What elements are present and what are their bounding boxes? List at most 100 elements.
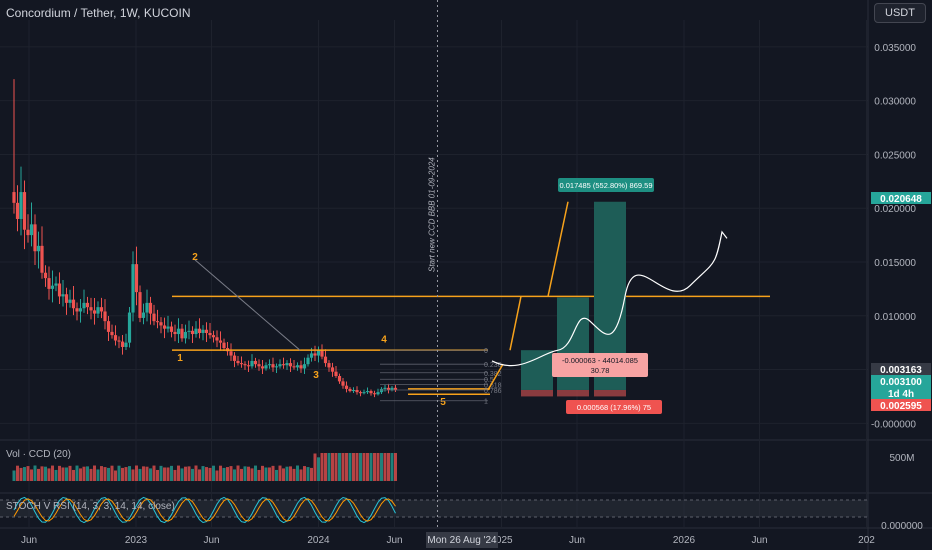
volume-bar: [324, 453, 327, 481]
target-label: 0.017485 (552.80%) 869.59: [558, 178, 654, 192]
stoch-d-line: [13, 498, 396, 522]
volume-bar: [299, 469, 303, 481]
volume-bar: [110, 465, 114, 481]
info-label-text: 30.78: [591, 366, 610, 375]
candle-body: [337, 375, 342, 382]
candle-body: [47, 278, 51, 289]
stop-box: [521, 389, 553, 397]
info-label-bg: [552, 353, 648, 377]
candle-body: [117, 340, 121, 342]
candle-body: [362, 392, 366, 394]
x-tick-label: 2023: [125, 535, 148, 546]
candle-body: [358, 392, 363, 394]
candle-body: [29, 224, 34, 236]
volume-pane-label[interactable]: Vol · CCD (20): [6, 449, 72, 460]
volume-bar: [166, 467, 170, 481]
volume-bar: [26, 466, 30, 481]
candle-body: [344, 385, 349, 389]
candle-body: [96, 307, 100, 314]
fib-label: 1: [484, 399, 488, 406]
stop-label: 0.000568 (17.96%) 75: [566, 400, 662, 414]
volume-bar: [117, 465, 121, 481]
candle-body: [348, 388, 352, 392]
candle-body: [85, 302, 90, 308]
currency-button[interactable]: USDT: [874, 3, 926, 23]
price-tag-text: 1d 4h: [888, 389, 914, 400]
candle-body: [131, 264, 135, 313]
candle-body: [341, 381, 345, 386]
y-tick-label: 0.010000: [874, 312, 916, 323]
candle-body: [208, 332, 212, 336]
y-tick-label: 0.035000: [874, 43, 916, 54]
volume-bar: [229, 466, 233, 481]
candle-body: [15, 202, 20, 219]
stop-box: [594, 389, 626, 397]
volume-bar: [376, 453, 380, 481]
volume-bar: [215, 470, 219, 481]
volume-bar: [40, 466, 44, 481]
price-tag-text: 0.020648: [880, 194, 922, 205]
volume-bar: [250, 468, 254, 481]
volume-bar: [233, 469, 236, 481]
volume-bar: [292, 468, 296, 481]
volume-bar: [198, 469, 201, 481]
candle-body: [369, 391, 373, 394]
target-box: [521, 350, 553, 390]
candle-body: [229, 351, 233, 356]
candle-body: [236, 360, 240, 364]
volume-bar: [334, 453, 338, 481]
candle-body: [323, 356, 328, 364]
volume-bar: [93, 465, 96, 481]
volume-bar: [114, 470, 117, 481]
volume-bar: [30, 469, 33, 481]
volume-bar: [54, 469, 58, 481]
volume-bar: [303, 466, 306, 481]
candle-body: [351, 389, 356, 392]
candle-body: [201, 329, 205, 333]
candle-body: [152, 313, 156, 322]
fib-label: 0.618: [484, 383, 502, 390]
candle-body: [148, 302, 153, 314]
volume-bar: [163, 467, 166, 481]
volume-bar: [348, 453, 352, 481]
candle-body: [103, 311, 107, 322]
volume-bar: [124, 467, 128, 481]
volume-bar: [184, 466, 187, 481]
volume-bar: [380, 453, 383, 481]
candle-body: [89, 307, 93, 311]
candle-body: [33, 224, 37, 252]
candle-body: [246, 365, 251, 367]
candle-body: [372, 393, 377, 395]
stoch-rsi-pane-label[interactable]: STOCH V RSI (14, 3, 3, 14, 14, close): [6, 501, 175, 512]
projection-line: [509, 296, 522, 351]
volume-bar: [254, 465, 257, 481]
volume-bar: [338, 453, 341, 481]
fib-label: 0.382: [484, 371, 502, 378]
x-tick-label: Jun: [386, 535, 402, 546]
candle-body: [292, 366, 296, 368]
volume-bar: [264, 467, 268, 481]
y-tick-label: 0.030000: [874, 97, 916, 108]
symbol-title[interactable]: Concordium / Tether, 1W, KUCOIN: [6, 6, 191, 20]
candle-body: [264, 365, 268, 369]
candle-body: [68, 299, 72, 303]
stoch-axis-label: 0.000000: [881, 521, 923, 532]
volume-bar: [317, 457, 320, 481]
volume-bar: [180, 468, 184, 481]
volume-bar: [16, 465, 19, 481]
volume-bar: [152, 465, 156, 481]
candle-body: [78, 308, 83, 312]
volume-bar: [135, 465, 138, 481]
candle-body: [106, 321, 111, 332]
projection-line: [487, 363, 504, 391]
candle-body: [288, 363, 293, 367]
wave-label: 1: [177, 353, 183, 364]
volume-bar: [219, 465, 222, 481]
candle-body: [274, 366, 279, 368]
fib-label: 0.5: [484, 377, 494, 384]
volume-bar: [289, 466, 292, 481]
candle-body: [306, 357, 310, 365]
x-tick-label: 2025: [490, 535, 513, 546]
